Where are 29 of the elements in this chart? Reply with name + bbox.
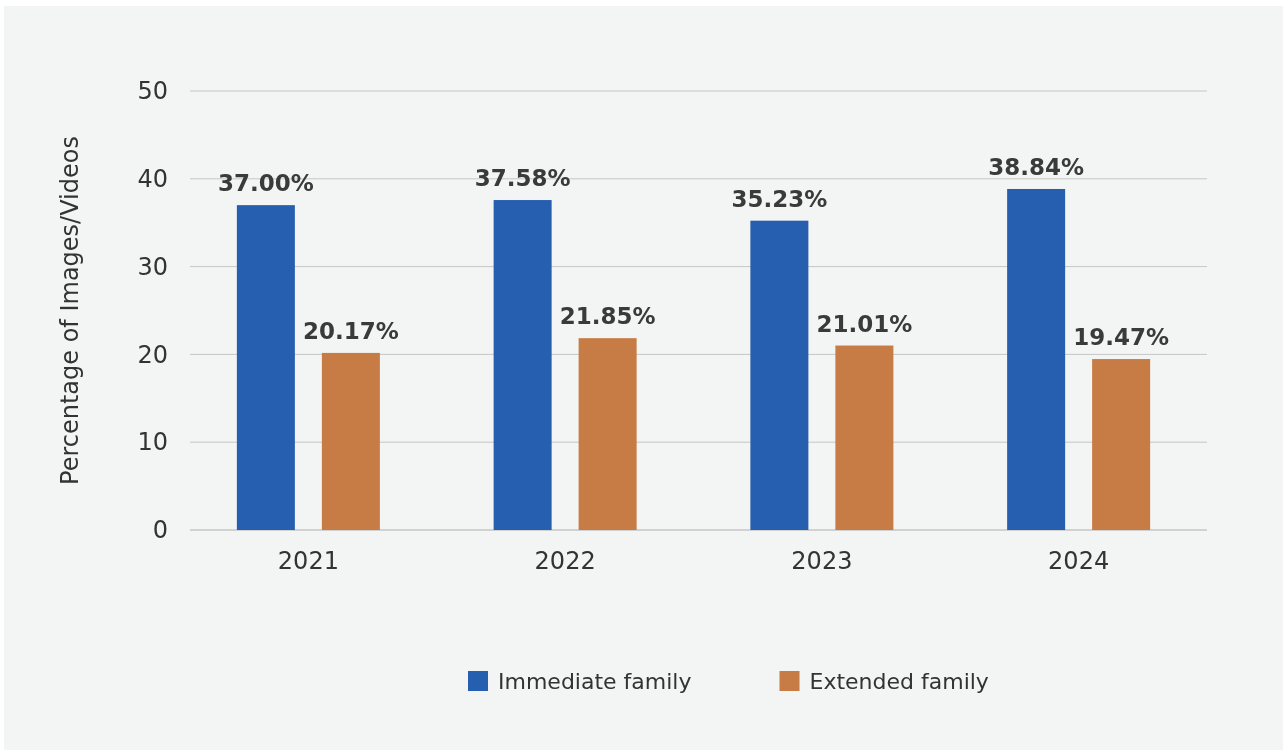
- y-tick-label: 40: [137, 164, 168, 193]
- bar: [578, 338, 637, 530]
- bar: [493, 200, 552, 530]
- y-tick-label: 30: [137, 252, 168, 281]
- y-axis-title: Percentage of Images/Videos: [56, 136, 84, 485]
- data-label: 20.17%: [302, 317, 399, 344]
- x-tick-label: 2024: [1048, 547, 1110, 576]
- x-tick-label: 2022: [534, 547, 596, 576]
- data-label: 37.00%: [217, 170, 314, 197]
- y-tick-label: 0: [152, 516, 168, 545]
- x-tick-label: 2021: [277, 547, 339, 576]
- data-label: 19.47%: [1073, 324, 1170, 351]
- data-label: 35.23%: [731, 185, 828, 212]
- y-tick-label: 50: [137, 77, 168, 106]
- data-label: 38.84%: [988, 153, 1085, 180]
- data-label: 21.85%: [559, 303, 656, 330]
- legend-label: Extended family: [809, 669, 989, 694]
- bar: [1092, 359, 1151, 530]
- bar: [1007, 188, 1066, 530]
- x-tick-label: 2023: [791, 547, 853, 576]
- legend-label: Immediate family: [498, 669, 692, 694]
- y-tick-label: 20: [137, 340, 168, 369]
- data-label: 37.58%: [474, 165, 571, 192]
- bar: [835, 345, 894, 530]
- bar: [236, 205, 295, 530]
- bar: [750, 220, 809, 530]
- bar: [321, 352, 380, 530]
- y-tick-label: 10: [137, 428, 168, 457]
- data-label: 21.01%: [816, 310, 913, 337]
